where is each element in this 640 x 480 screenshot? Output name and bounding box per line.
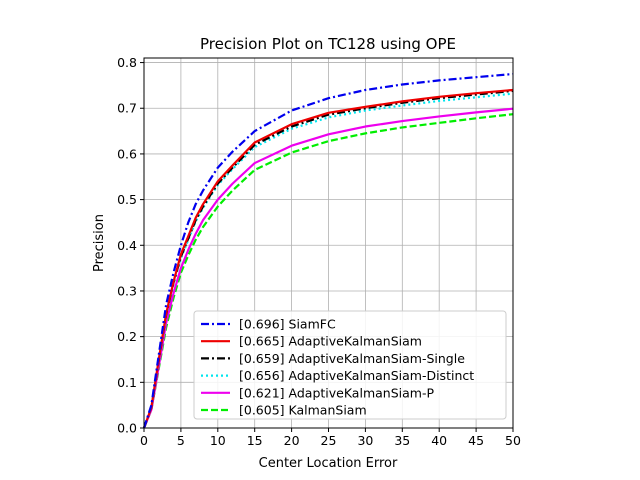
y-tick-label: 0.1	[117, 375, 137, 390]
series-line	[142, 88, 514, 429]
x-tick-label: 10	[210, 433, 226, 448]
x-tick-label: 45	[468, 433, 484, 448]
x-tick-label: 20	[284, 433, 300, 448]
x-axis-ticks: 0 5 10 15 20 25 30 35 40 45 50	[140, 428, 521, 448]
y-tick-label: 0.8	[117, 55, 137, 70]
x-tick-label: 35	[394, 433, 410, 448]
x-tick-label: 50	[505, 433, 521, 448]
legend-entries: [0.696] SiamFC [0.665] AdaptiveKalmanSiam…	[201, 317, 474, 418]
x-tick-label: 25	[321, 433, 337, 448]
legend-label: [0.696] SiamFC	[239, 317, 336, 332]
legend-label: [0.659] AdaptiveKalmanSiam-Single	[239, 351, 465, 366]
y-axis-ticks: 0.0 0.1 0.2 0.3 0.4 0.5 0.6 0.7 0.8	[117, 55, 144, 436]
y-tick-label: 0.0	[117, 421, 137, 436]
y-tick-label: 0.3	[117, 283, 137, 298]
legend: [0.696] SiamFC [0.665] AdaptiveKalmanSiam…	[193, 310, 507, 420]
x-tick-label: 15	[247, 433, 263, 448]
legend-label: [0.605] KalmanSiam	[239, 403, 367, 418]
x-tick-label: 30	[357, 433, 373, 448]
x-tick-label: 40	[431, 433, 447, 448]
x-tick-label: 0	[140, 433, 148, 448]
legend-label: [0.665] AdaptiveKalmanSiam	[239, 334, 422, 349]
y-tick-label: 0.4	[117, 238, 137, 253]
legend-label: [0.621] AdaptiveKalmanSiam-P	[239, 385, 434, 400]
y-tick-label: 0.7	[117, 101, 137, 116]
series-line	[142, 107, 514, 429]
y-tick-label: 0.5	[117, 192, 137, 207]
legend-box	[193, 310, 507, 420]
y-axis-label: Precision	[92, 214, 107, 272]
x-axis-label: Center Location Error	[259, 456, 398, 471]
chart-title: Precision Plot on TC128 using OPE	[200, 35, 456, 53]
x-tick-label: 5	[177, 433, 185, 448]
y-tick-label: 0.2	[117, 329, 137, 344]
legend-label: [0.656] AdaptiveKalmanSiam-Distinct	[239, 368, 474, 383]
series-line	[142, 72, 514, 429]
y-tick-label: 0.6	[117, 146, 137, 161]
data-series	[142, 72, 514, 429]
